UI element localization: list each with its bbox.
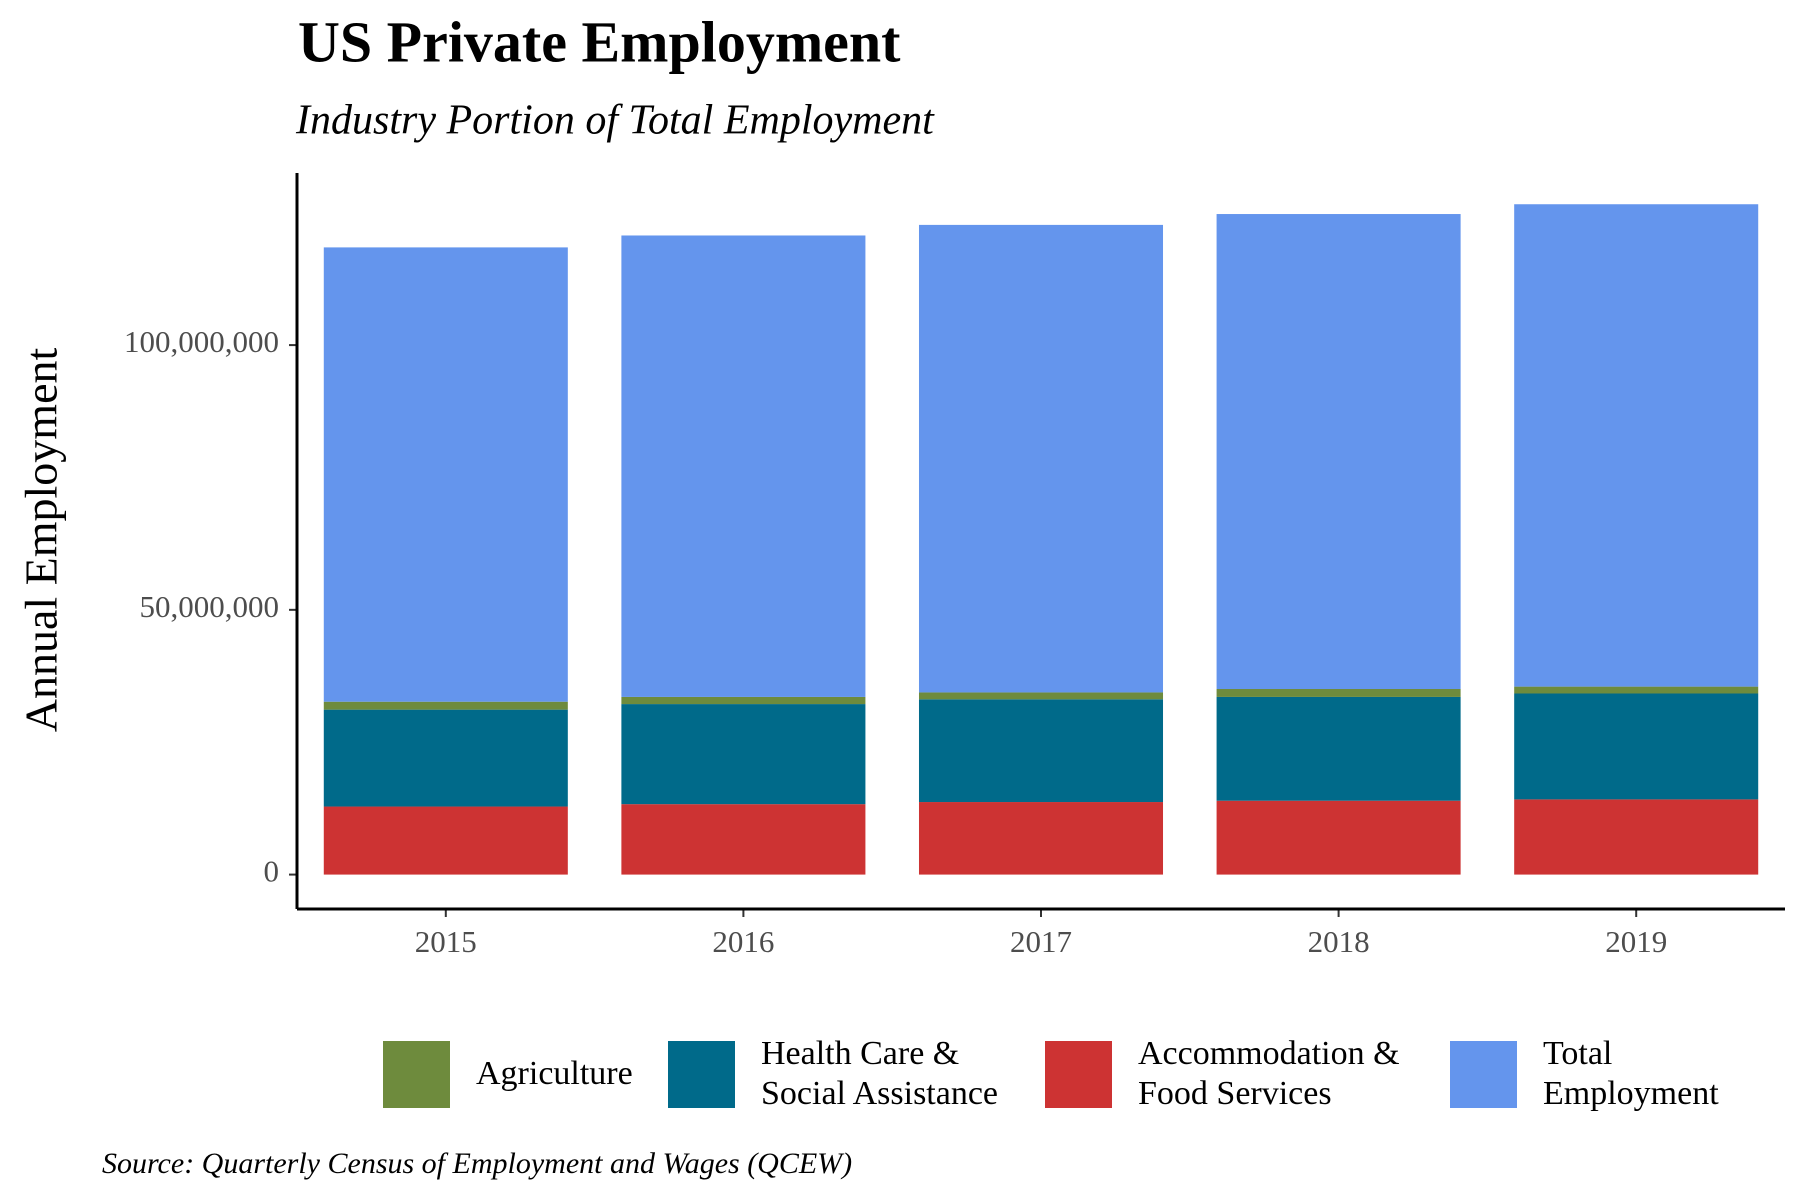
x-tick-label: 2019 <box>1605 924 1667 959</box>
x-tick-label: 2016 <box>712 924 774 959</box>
bar-segment <box>1514 686 1759 694</box>
bar-segment <box>1216 800 1461 875</box>
bar-segment <box>918 224 1164 693</box>
legend-key <box>383 1040 450 1108</box>
bar-segment <box>621 696 866 705</box>
x-tick-label: 2015 <box>415 924 477 959</box>
legend-label: Accommodation & Food Services <box>1138 1035 1400 1112</box>
bar-segment <box>621 704 866 805</box>
bar-segment <box>1514 204 1759 687</box>
y-tick-label: 0 <box>264 854 280 889</box>
legend-item: Health Care & Social Assistance <box>668 1034 1023 1114</box>
bar-segment <box>621 804 866 875</box>
bar-segment <box>323 806 568 875</box>
bar-segment <box>1514 799 1759 875</box>
bar-segment <box>1216 696 1461 801</box>
bar-segment <box>1216 688 1461 697</box>
legend-key <box>1450 1040 1517 1108</box>
legend-item: Accommodation & Food Services <box>1045 1034 1428 1114</box>
bar-segment <box>1514 693 1759 800</box>
legend-key <box>1045 1040 1112 1108</box>
legend-item: Agriculture <box>383 1040 646 1108</box>
legend-key <box>668 1040 735 1108</box>
source-note: Source: Quarterly Census of Employment a… <box>102 1147 852 1180</box>
x-tick-label: 2018 <box>1308 924 1370 959</box>
y-tick-label: 50,000,000 <box>140 589 280 624</box>
legend-label: Agriculture <box>476 1055 633 1092</box>
legend-item: Total Employment <box>1450 1034 1743 1114</box>
bar-segment <box>918 692 1164 700</box>
y-tick-label: 100,000,000 <box>124 324 279 359</box>
legend-label: Total Employment <box>1543 1035 1719 1112</box>
bar-segment <box>918 802 1164 875</box>
bar-segment <box>323 701 568 710</box>
bar-segment <box>621 235 866 697</box>
chart-subtitle: Industry Portion of Total Employment <box>295 98 935 144</box>
bar-segment <box>323 247 568 702</box>
bar-segment <box>1216 214 1461 689</box>
y-axis-title: Annual Employment <box>16 348 67 733</box>
x-tick-label: 2017 <box>1010 924 1072 959</box>
chart-title: US Private Employment <box>298 9 901 74</box>
bar-segment <box>918 699 1164 803</box>
legend: Agriculture Health Care & Social Assistan… <box>383 1034 1765 1114</box>
bar-segment <box>323 709 568 807</box>
legend-label: Health Care & Social Assistance <box>761 1035 999 1112</box>
